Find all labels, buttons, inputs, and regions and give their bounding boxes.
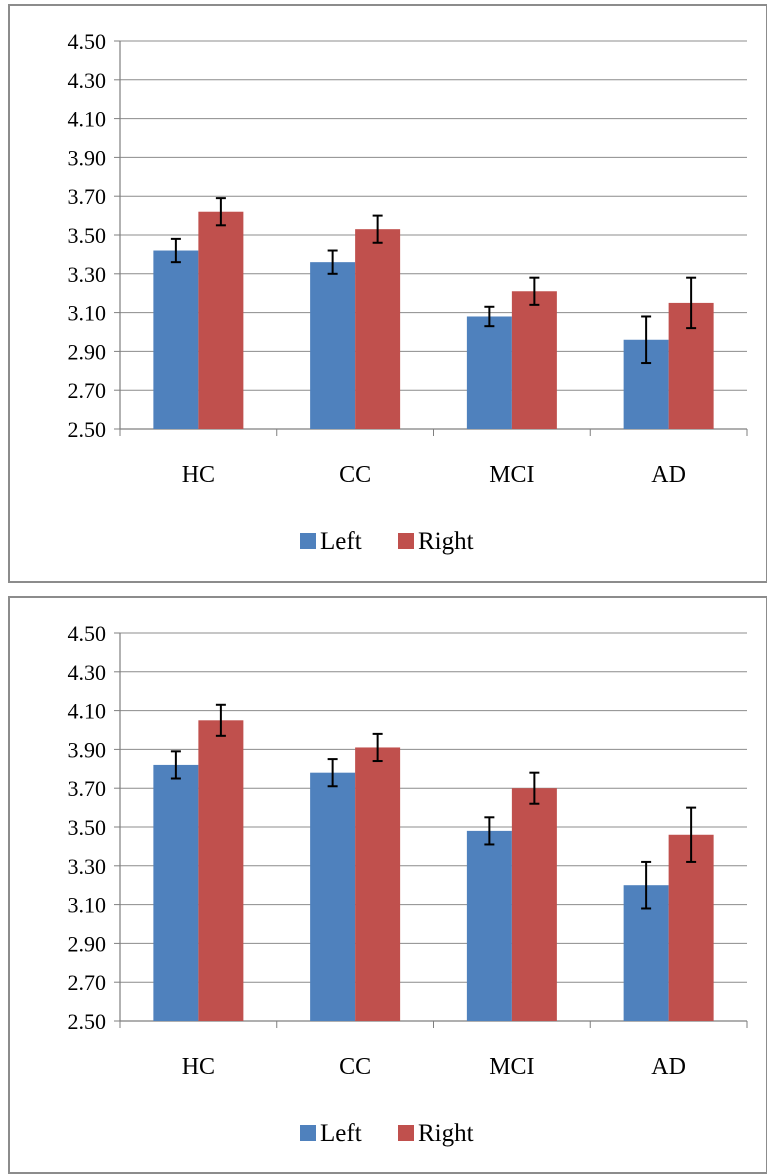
bar-right-cc [355,747,401,1021]
y-tick-label: 3.70 [68,184,107,209]
chart-panel-2: 4.50 4.30 4.10 3.90 3.70 3.50 3.30 3.10 2.90 2.70… [8,596,767,1174]
y-tick-label: 2.70 [68,378,107,403]
y-tick-label: 3.10 [68,301,107,326]
y-tick-label: 3.50 [68,223,107,248]
legend-label-right: Right [418,528,474,555]
bar-right-cc [355,229,401,429]
bar-right-hc [198,211,244,429]
error-bar [170,237,181,264]
error-bar [215,197,226,227]
y-tick-label: 4.50 [68,621,107,646]
error-bar [686,276,697,330]
error-bar [215,703,226,737]
y-tick-label: 3.30 [68,854,107,879]
x-category-label: CC [339,1054,371,1080]
x-category-label: HC [182,1054,215,1080]
x-category-label: MCI [489,462,534,488]
legend-label-left: Left [320,528,362,555]
error-bar [372,732,383,763]
y-tick-label: 4.50 [68,29,107,54]
error-bar [641,315,652,365]
bar-left-hc [153,250,199,429]
y-tick-label: 3.90 [68,145,107,170]
error-bar [484,816,495,846]
error-bar [372,214,383,244]
y-tick-label: 2.50 [68,1009,107,1034]
error-bar [686,806,697,863]
x-category-label: AD [651,462,686,488]
error-bar [327,758,338,788]
x-category-label: MCI [489,1054,534,1080]
error-bar [484,305,495,328]
bar-right-mci [511,788,557,1021]
bar-right-ad [668,834,714,1021]
y-tick-label: 3.70 [68,776,107,801]
y-tick-label: 4.10 [68,107,107,132]
bar-left-cc [310,262,356,429]
y-tick-label: 3.30 [68,262,107,287]
bar-right-mci [511,291,557,429]
x-category-label: CC [339,462,371,488]
y-tick-label: 4.30 [68,68,107,93]
y-tick-label: 2.90 [68,339,107,364]
y-tick-label: 2.50 [68,417,107,442]
error-bar [529,276,540,306]
y-tick-label: 4.30 [68,660,107,685]
legend-swatch-right [398,1125,414,1141]
error-bar [327,249,338,275]
y-tick-label: 3.90 [68,737,107,762]
legend: Left Right [300,528,474,555]
y-tick-label: 3.50 [68,815,107,840]
x-category-label: AD [651,1054,686,1080]
legend-label-right: Right [418,1120,474,1147]
y-tick-label: 3.10 [68,893,107,918]
x-category-label: HC [182,462,215,488]
bar-left-mci [466,316,512,429]
bar-chart-2: 4.50 4.30 4.10 3.90 3.70 3.50 3.30 3.10 2.90 2.70… [68,621,748,1147]
legend: Left Right [300,1120,474,1147]
bar-right-hc [198,720,244,1021]
bar-left-mci [466,830,512,1021]
error-bar [170,750,181,780]
legend-swatch-left [300,533,316,549]
error-bar [529,771,540,805]
legend-swatch-right [398,533,414,549]
legend-label-left: Left [320,1120,362,1147]
bar-left-hc [153,764,199,1021]
chart-panel-1: 4.50 4.30 4.10 3.90 3.70 3.50 3.30 3.10 2.90 2.70… [8,4,767,583]
y-tick-label: 2.90 [68,931,107,956]
y-tick-label: 4.10 [68,699,107,724]
y-tick-label: 2.70 [68,970,107,995]
bar-left-cc [310,772,356,1021]
error-bar [641,860,652,910]
legend-swatch-left [300,1125,316,1141]
bar-chart-1: 4.50 4.30 4.10 3.90 3.70 3.50 3.30 3.10 2.90 2.70… [68,29,748,555]
